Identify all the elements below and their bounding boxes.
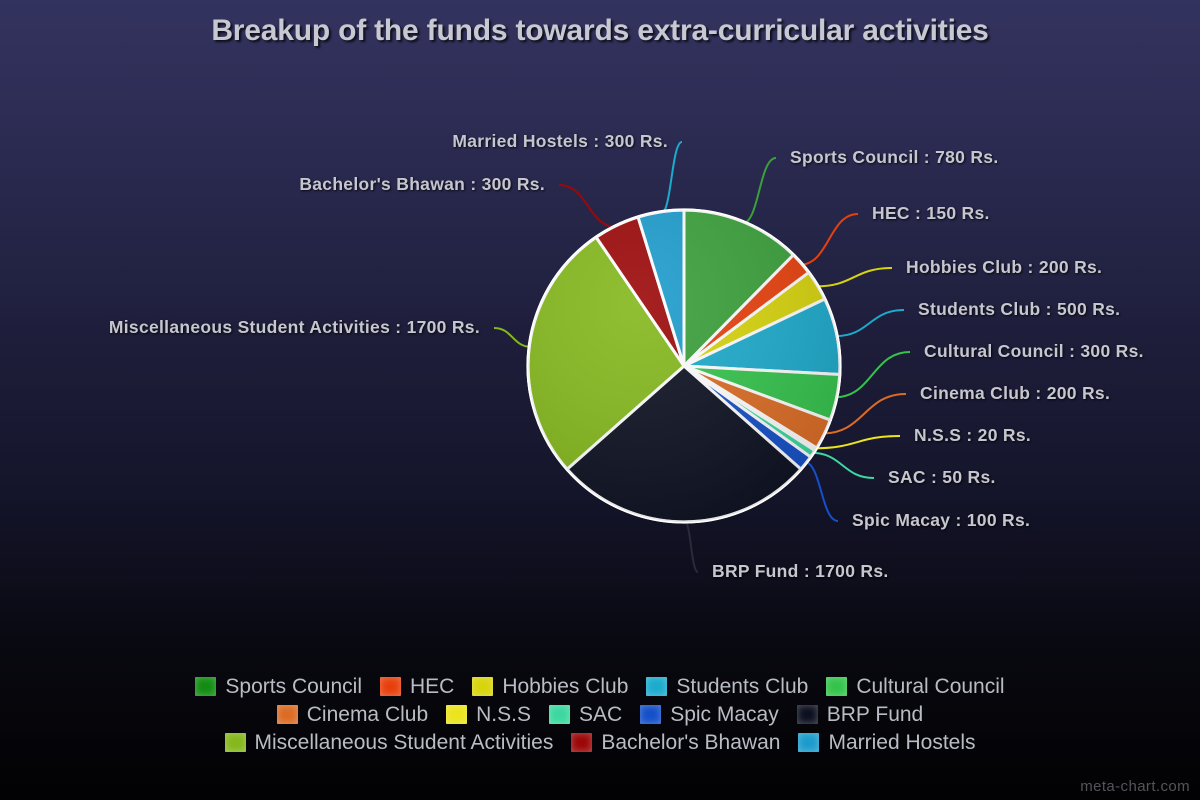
- legend-swatch-icon: [796, 704, 818, 724]
- legend-item[interactable]: Spic Macay: [640, 704, 779, 725]
- callout-leader-line: [814, 435, 901, 450]
- chart-legend: Sports Council HEC Hobbies Club Students Cl…: [0, 672, 1200, 756]
- legend-swatch-icon: [571, 732, 593, 752]
- slice-callout-label: Spic Macay : 100 Rs.: [852, 510, 1031, 530]
- slice-callout-label: Cultural Council : 300 Rs.: [924, 341, 1144, 361]
- callout-leader-line: [834, 351, 911, 399]
- legend-item[interactable]: Sports Council: [195, 676, 362, 697]
- legend-swatch-icon: [640, 704, 662, 724]
- legend-swatch-icon: [224, 732, 246, 752]
- chart-title: Breakup of the funds towards extra-curri…: [211, 14, 989, 47]
- legend-item-label: N.S.S: [476, 702, 531, 726]
- legend-item[interactable]: Miscellaneous Student Activities: [224, 730, 554, 754]
- legend-row: Cinema Club N.S.S SAC Spic Macay BRP Fund: [0, 700, 1200, 728]
- legend-item-label: Sports Council: [225, 674, 362, 698]
- legend-item-label: Married Hostels: [828, 730, 976, 754]
- callout-leader-line: [835, 309, 905, 338]
- callout-leader-line: [799, 213, 859, 266]
- legend-item[interactable]: N.S.S: [446, 704, 531, 725]
- legend-swatch-icon: [826, 676, 848, 696]
- legend-swatch-icon: [195, 676, 217, 696]
- slice-callout-label: BRP Fund : 1700 Rs.: [712, 561, 889, 581]
- legend-item-label: Spic Macay: [670, 702, 779, 726]
- legend-item-label: BRP Fund: [826, 702, 924, 726]
- callout-leader-line: [815, 267, 893, 288]
- slice-callout-label: Sports Council : 780 Rs.: [790, 147, 999, 167]
- legend-item[interactable]: HEC: [379, 674, 455, 698]
- legend-item[interactable]: Hobbies Club: [472, 676, 628, 697]
- legend-swatch-icon: [446, 704, 468, 724]
- slice-callout-label: HEC : 150 Rs.: [872, 203, 990, 223]
- callout-leader-line: [493, 327, 532, 348]
- legend-item[interactable]: Married Hostels: [798, 730, 976, 754]
- legend-row: Miscellaneous Student Activities Bachelor…: [0, 728, 1200, 756]
- legend-item[interactable]: Cinema Club: [276, 702, 429, 726]
- legend-item-label: HEC: [409, 674, 455, 698]
- watermark: meta-chart.com: [1080, 778, 1190, 795]
- callout-leader-line: [558, 184, 618, 229]
- legend-swatch-icon: [379, 676, 401, 696]
- legend-item[interactable]: Cultural Council: [826, 674, 1005, 698]
- legend-item[interactable]: SAC: [549, 704, 622, 725]
- legend-swatch-icon: [646, 676, 668, 696]
- legend-item-label: Miscellaneous Student Activities: [254, 730, 554, 754]
- slice-callout-label: Miscellaneous Student Activities : 1700 …: [108, 317, 480, 337]
- legend-item-label: SAC: [579, 702, 623, 726]
- slice-callout-label: Married Hostels : 300 Rs.: [452, 131, 668, 151]
- callout-leader-line: [660, 141, 683, 215]
- slice-callout-label: Students Club : 500 Rs.: [918, 299, 1121, 319]
- legend-item-label: Hobbies Club: [502, 674, 629, 698]
- callout-leader-line: [683, 519, 699, 573]
- callout-leader-line: [811, 451, 875, 479]
- legend-swatch-icon: [472, 676, 494, 696]
- legend-swatch-icon: [276, 704, 298, 724]
- legend-item-label: Cinema Club: [306, 702, 429, 726]
- callout-leader-line: [742, 157, 777, 225]
- slice-callout-label: N.S.S : 20 Rs.: [914, 425, 1032, 445]
- slice-callout-label: SAC : 50 Rs.: [888, 467, 996, 487]
- legend-item[interactable]: BRP Fund: [796, 702, 924, 726]
- legend-swatch-icon: [798, 732, 820, 752]
- legend-row: Sports Council HEC Hobbies Club Students Cl…: [0, 672, 1200, 700]
- legend-item-label: Cultural Council: [856, 674, 1005, 698]
- slice-callout-label: Cinema Club : 200 Rs.: [920, 383, 1111, 403]
- legend-item[interactable]: Bachelor's Bhawan: [571, 732, 780, 753]
- legend-swatch-icon: [549, 704, 570, 724]
- slice-callout-label: Bachelor's Bhawan : 300 Rs.: [299, 174, 545, 194]
- callout-leader-line: [804, 461, 839, 522]
- legend-item-label: Bachelor's Bhawan: [601, 730, 781, 754]
- legend-item[interactable]: Students Club: [646, 676, 808, 697]
- slice-callout-label: Hobbies Club : 200 Rs.: [906, 257, 1103, 277]
- legend-item-label: Students Club: [676, 674, 809, 698]
